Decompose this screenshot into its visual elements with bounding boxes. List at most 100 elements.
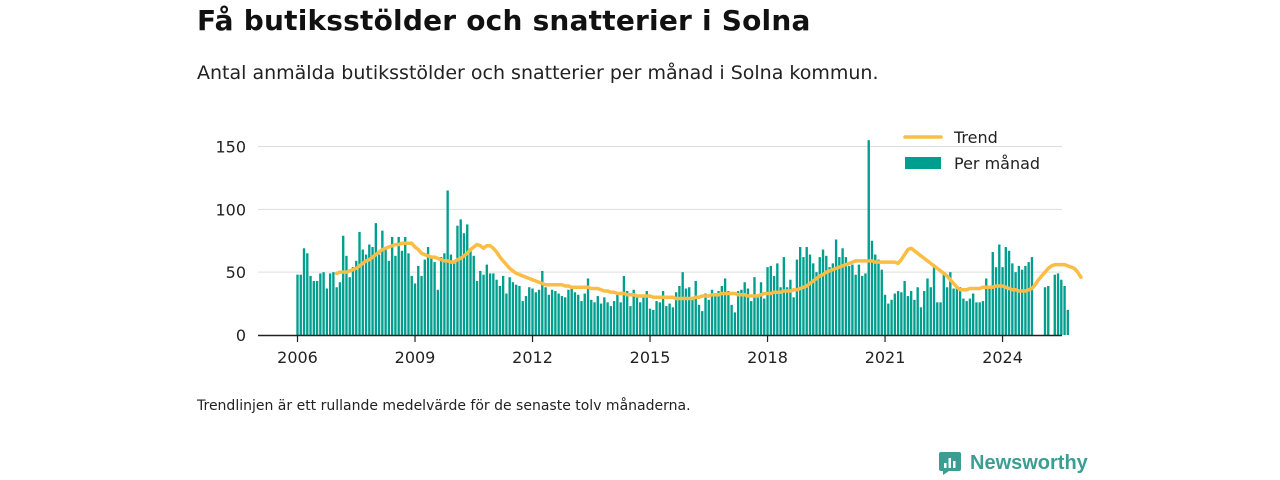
bar — [870, 240, 874, 335]
bar — [828, 267, 831, 335]
bar — [449, 254, 453, 335]
bar — [443, 253, 446, 335]
y-tick-label: 150 — [215, 137, 246, 156]
bar — [1004, 247, 1007, 335]
bar — [348, 277, 351, 335]
bar — [583, 293, 586, 335]
bar — [916, 287, 919, 335]
bar — [753, 277, 756, 335]
bar — [1014, 272, 1017, 335]
bar — [688, 287, 691, 335]
x-tick-label: 2024 — [982, 348, 1023, 367]
y-tick-label: 50 — [226, 263, 246, 282]
newsworthy-logo-icon — [939, 452, 961, 475]
bar — [730, 304, 733, 335]
bar — [825, 255, 828, 335]
bar — [492, 273, 495, 335]
bar — [671, 307, 675, 335]
bar — [998, 244, 1001, 335]
bar — [619, 302, 622, 335]
bar — [544, 287, 547, 335]
bar — [547, 294, 551, 335]
bar — [485, 264, 488, 335]
chart-svg: 0 50 100 150 2006 2009 2012 2015 2018 2021 2024 T… — [215, 128, 1083, 367]
trend-line — [334, 241, 1083, 301]
bar — [834, 239, 838, 335]
bar — [319, 273, 322, 335]
bar — [384, 249, 387, 335]
bar — [417, 265, 420, 335]
bar — [606, 302, 609, 335]
bar — [991, 252, 994, 335]
bar — [740, 289, 743, 335]
bar — [586, 278, 590, 335]
y-tick-label: 100 — [215, 200, 246, 219]
bar — [779, 287, 782, 335]
bar — [926, 278, 929, 335]
bar — [750, 301, 753, 335]
bar — [727, 291, 730, 335]
bar — [612, 301, 616, 335]
bar — [495, 279, 498, 335]
bar — [965, 301, 968, 335]
bar — [560, 296, 564, 335]
bar — [900, 292, 903, 335]
bar — [423, 259, 426, 335]
bar — [397, 236, 400, 335]
bar — [400, 250, 404, 335]
bar — [335, 287, 338, 335]
bar — [736, 291, 740, 335]
bar — [433, 262, 436, 335]
bar — [691, 297, 694, 335]
bar — [446, 190, 449, 335]
bar — [844, 257, 848, 335]
bar — [893, 293, 897, 335]
bar — [769, 265, 772, 335]
bar — [1001, 267, 1004, 335]
bar — [831, 263, 834, 335]
bar — [563, 297, 567, 335]
legend: Trend Per månad — [903, 128, 1040, 173]
bar — [479, 270, 482, 335]
bar — [723, 278, 727, 335]
bar — [515, 284, 518, 335]
bar — [590, 299, 593, 335]
bar — [841, 248, 844, 335]
bar — [707, 299, 710, 335]
bar — [635, 297, 639, 335]
bar — [714, 293, 717, 335]
bar — [658, 302, 661, 335]
bar — [364, 254, 368, 335]
x-tick-label: 2015 — [630, 348, 671, 367]
bar — [795, 259, 799, 335]
bar — [557, 293, 560, 335]
bar — [701, 311, 704, 335]
bar — [325, 288, 329, 335]
bar — [404, 236, 407, 335]
bar — [756, 296, 759, 335]
bar — [603, 297, 606, 335]
bar — [599, 303, 603, 335]
bar — [475, 280, 479, 335]
bar — [306, 253, 309, 335]
bar — [355, 260, 358, 335]
bar — [799, 247, 802, 335]
bar — [684, 288, 688, 335]
newsworthy-logo-text: Newsworthy — [970, 451, 1088, 474]
chart-title: Få butiksstölder och snatterier i Solna — [197, 4, 811, 37]
bar — [674, 292, 678, 335]
bar — [782, 257, 786, 335]
bar — [518, 285, 521, 335]
bar — [958, 287, 962, 335]
bar — [1056, 273, 1060, 335]
bar — [632, 289, 635, 335]
bar — [299, 274, 302, 335]
bar — [554, 291, 557, 335]
bar — [593, 302, 596, 335]
bar — [652, 309, 655, 335]
bar — [456, 225, 459, 335]
bar — [962, 298, 965, 335]
bar — [338, 282, 342, 335]
bar — [410, 275, 413, 335]
bar — [524, 296, 528, 335]
